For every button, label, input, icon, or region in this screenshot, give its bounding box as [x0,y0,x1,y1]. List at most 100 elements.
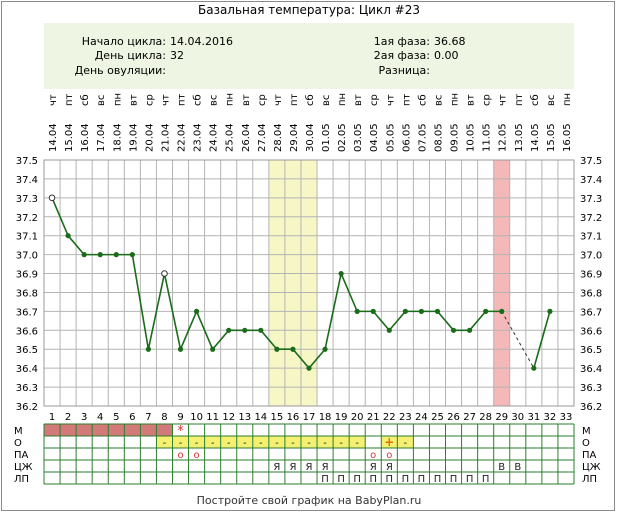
x-day-number: 25 [431,412,444,423]
star-mark: * [177,424,184,439]
temperature-point [306,365,312,371]
temperature-point [418,308,425,314]
temperature-point [531,365,537,371]
chart-title: Базальная температура: Цикл #23 [197,3,420,17]
x-day-number: 7 [145,412,151,423]
x-weekday-label: вс [433,95,444,106]
x-day-number: 14 [254,412,267,423]
x-weekday-label: вс [546,95,557,106]
czh-mark: Я [273,462,280,473]
x-weekday-label: пн [450,93,461,106]
x-weekday-label: чт [273,94,284,106]
mucus-cell [333,436,350,448]
plot-area-border [43,159,575,407]
mucus-cell [204,436,221,448]
table-row-label-left: ЦЖ [14,462,33,473]
x-date-label: 01.05 [321,123,332,152]
menstruation-cell [156,424,173,436]
temperature-point [113,252,119,258]
mucus-mark: - [259,438,263,449]
missing-day-dashed-line [501,311,535,369]
menstruation-cell [44,424,61,436]
temperature-point [499,308,505,314]
footer-link-text[interactable]: Постройте свой график на BabyPlan.ru [196,494,422,507]
y-tick-label-left: 36.8 [16,288,38,299]
x-date-label: 18.04 [112,123,123,152]
x-weekday-label: ср [369,94,380,106]
y-tick-label-left: 37.2 [16,213,38,224]
mucus-cell [156,436,173,448]
mucus-cell [300,436,318,448]
x-day-number: 1 [49,412,55,423]
mucus-cell [317,436,334,448]
phase2-value: 0.00 [434,49,459,62]
mucus-cell [397,436,414,448]
table-row-label-right: ПА [582,450,597,461]
temperature-point [226,327,232,333]
temperature-point [290,346,296,352]
x-date-label: 12.05 [498,123,509,152]
x-date-label: 20.04 [144,123,155,152]
phase2-label: 2ая фаза: [373,49,430,62]
y-tick-label-right: 36.6 [580,326,602,337]
x-day-number: 12 [222,412,235,423]
lp-mark: П [369,474,377,485]
x-weekday-label: вт [466,94,477,106]
mucus-mark: - [195,438,199,449]
y-tick-label-right: 37.1 [580,232,602,243]
y-tick-label-left: 37.1 [16,232,38,243]
x-weekday-label: вс [321,95,332,106]
temperature-point [258,327,264,333]
y-tick-label-right: 36.4 [580,364,602,375]
x-weekday-label: пн [225,93,236,106]
x-day-number: 9 [177,412,183,423]
y-tick-label-left: 36.7 [16,307,38,318]
y-tick-label-left: 36.4 [16,364,38,375]
table-row-label-right: ЦЖ [582,462,601,473]
x-date-label: 02.05 [337,123,348,152]
mucus-cell [349,436,366,448]
mucus-cell [172,436,189,448]
x-day-number: 15 [271,412,284,423]
temperature-point [386,327,392,333]
y-tick-label-left: 37.3 [16,194,38,205]
x-weekday-label: пт [177,93,188,106]
x-day-number: 11 [206,412,219,423]
x-weekday-label: сб [530,94,541,106]
x-day-number: 5 [113,412,119,423]
x-weekday-label: вс [209,95,220,106]
mucus-cell [252,436,269,448]
table-row-label-left: ПА [14,450,29,461]
temperature-point [210,346,216,352]
y-tick-label-right: 36.2 [580,402,602,413]
mucus-mark: - [243,438,247,449]
y-tick-label-left: 36.3 [16,383,38,394]
y-tick-label-right: 37.2 [580,213,602,224]
czh-mark: В [498,462,505,473]
x-date-label: 14.04 [48,123,59,152]
czh-mark: Я [370,462,377,473]
lp-mark: П [337,474,345,485]
y-tick-label-left: 37.0 [16,251,38,262]
x-date-label: 15.04 [64,123,75,152]
x-day-number: 30 [511,412,524,423]
mucus-cell [381,436,398,448]
crescent-moon-icon [238,164,247,180]
temperature-point [322,346,328,352]
mucus-cell [188,436,205,448]
temperature-point [81,252,87,258]
x-day-number: 13 [238,412,251,423]
menstruation-cell [60,424,77,436]
cycle-day-label: День цикла: [94,49,166,62]
x-date-label: 29.04 [289,123,300,152]
temperature-point [370,308,376,314]
y-tick-label-right: 36.3 [580,383,602,394]
y-tick-label-left: 36.5 [16,345,38,356]
table-row-label-right: О [582,438,590,449]
x-weekday-label: вт [128,94,139,106]
x-weekday-label: пн [337,93,348,106]
mucus-cell [220,436,237,448]
mucus-cell [268,436,285,448]
